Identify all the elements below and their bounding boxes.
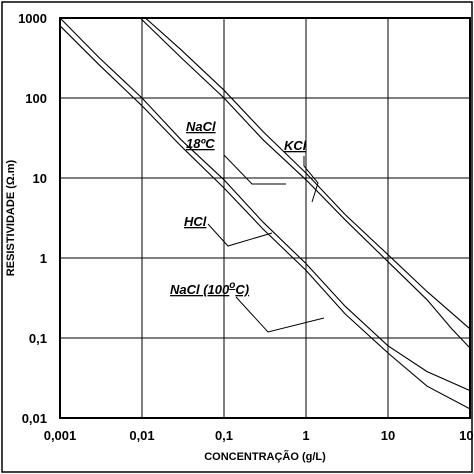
series-line-nacl-18-c bbox=[139, 18, 470, 349]
series-line-hcl bbox=[60, 25, 470, 410]
label-nacl-18-temp: 18ºC bbox=[186, 136, 215, 151]
x-tick-label: 0,01 bbox=[129, 428, 154, 443]
x-tick-label: 100 bbox=[459, 428, 474, 443]
x-tick-label: 10 bbox=[381, 428, 395, 443]
leader-lines bbox=[207, 154, 325, 333]
label-nacl-100: NaCl (100oC) bbox=[170, 280, 249, 297]
y-axis-label: RESISTIVIDADE (Ω.m) bbox=[5, 159, 17, 276]
x-tick-labels: 0,001 0,01 0,1 1 10 100 bbox=[44, 428, 474, 443]
plot-border bbox=[59, 17, 471, 419]
series-line-kcl bbox=[145, 18, 470, 330]
y-tick-labels: 1000 100 10 1 0,1 0,01 bbox=[18, 11, 47, 426]
x-axis-label: CONCENTRAÇÃO (g/L) bbox=[204, 450, 326, 463]
label-nacl-18: NaCl bbox=[186, 119, 216, 134]
leader-nacl-100 bbox=[235, 296, 325, 333]
y-tick-label: 10 bbox=[33, 171, 47, 186]
label-nacl-100-sup: o bbox=[229, 280, 235, 291]
x-tick-label: 0,1 bbox=[215, 428, 233, 443]
y-tick-label: 0,1 bbox=[29, 331, 47, 346]
label-nacl-100-unit: C) bbox=[235, 282, 249, 297]
leader-hcl bbox=[207, 223, 273, 247]
x-tick-label: 0,001 bbox=[44, 428, 77, 443]
leader-nacl-18 bbox=[223, 154, 286, 185]
y-tick-label: 100 bbox=[25, 91, 47, 106]
label-nacl-100-text: NaCl (100 bbox=[170, 282, 230, 297]
series-line-nacl-100-c bbox=[60, 18, 470, 392]
y-tick-label: 1 bbox=[40, 251, 47, 266]
grid bbox=[60, 18, 470, 418]
y-tick-label: 0,01 bbox=[22, 411, 47, 426]
x-tick-label: 1 bbox=[302, 428, 309, 443]
y-tick-label: 1000 bbox=[18, 11, 47, 26]
leader-kcl bbox=[303, 156, 319, 203]
label-kcl: KCl bbox=[284, 138, 307, 153]
label-hcl: HCl bbox=[184, 214, 207, 229]
curves bbox=[60, 18, 470, 410]
